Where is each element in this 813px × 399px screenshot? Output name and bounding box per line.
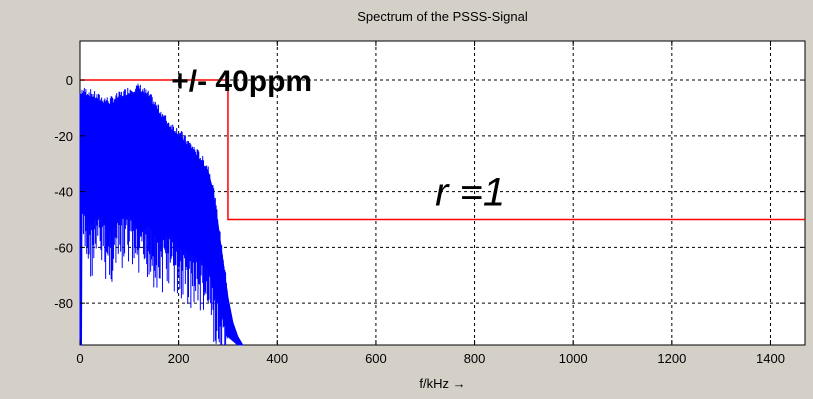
series-layer	[79, 79, 805, 346]
ticks: 0 200 400 600 800 1000 1200 1400 0 -20 -40 -60 -80	[54, 41, 805, 366]
y-tick-label: -20	[54, 129, 73, 144]
y-tick-label: -40	[54, 185, 73, 200]
x-tick-label: 400	[266, 351, 288, 366]
x-tick-label: 600	[365, 351, 387, 366]
annotation-ppm: +/- 40ppm	[171, 65, 312, 98]
x-tick-label: 1000	[559, 351, 588, 366]
y-tick-label: -80	[54, 296, 73, 311]
chart-title: Spectrum of the PSSS-Signal	[357, 9, 528, 24]
x-tick-label: 0	[76, 351, 83, 366]
mask-line	[80, 79, 805, 221]
x-tick-label: 800	[464, 351, 486, 366]
x-tick-label: 1200	[657, 351, 686, 366]
x-tick-label: 200	[168, 351, 190, 366]
x-tick-label: 1400	[756, 351, 785, 366]
x-axis-label: f/kHz →	[419, 376, 465, 391]
y-tick-label: -60	[54, 240, 73, 255]
annotation-r: r =1	[435, 171, 505, 215]
y-tick-label: 0	[66, 73, 73, 88]
